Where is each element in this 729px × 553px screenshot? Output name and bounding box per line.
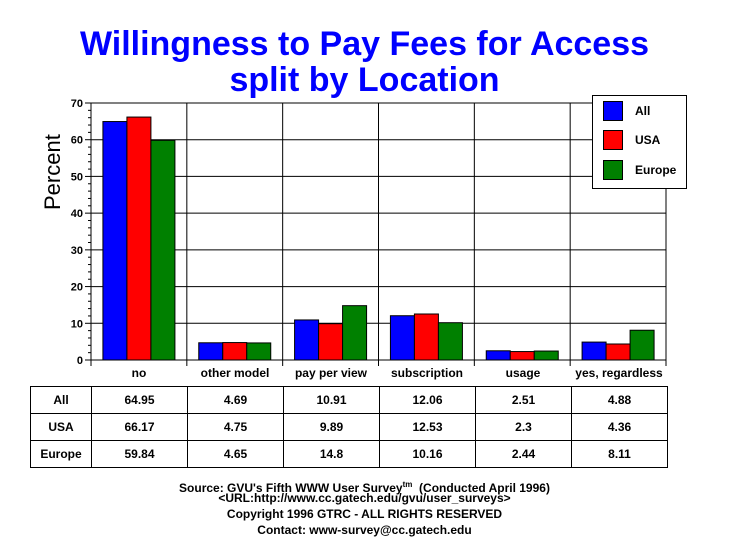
bar-usa xyxy=(605,343,631,361)
footer-copyright: Copyright 1996 GTRC - ALL RIGHTS RESERVE… xyxy=(226,507,503,521)
bar-all xyxy=(581,341,607,361)
row-header: All xyxy=(30,386,92,414)
legend-item-europe: Europe xyxy=(603,159,676,181)
footer-url: <URL:http://www.cc.gatech.edu/gvu/user_s… xyxy=(218,491,511,505)
table-row: All 64.95 4.69 10.91 12.06 2.51 4.88 xyxy=(30,386,668,414)
table-cell: 10.16 xyxy=(379,440,476,468)
bar-europe xyxy=(629,329,655,361)
table-cell: 66.17 xyxy=(91,413,188,441)
bar-all xyxy=(294,319,320,361)
row-header: USA xyxy=(30,413,92,441)
table-cell: 4.75 xyxy=(187,413,284,441)
legend-label-usa: USA xyxy=(635,133,661,147)
table-cell: 8.11 xyxy=(571,440,668,468)
table-cell: 4.69 xyxy=(187,386,284,414)
table-cell: 14.8 xyxy=(283,440,380,468)
y-tick-label: 0 xyxy=(77,355,83,367)
bar-usa xyxy=(126,116,152,361)
bar-all xyxy=(102,121,128,361)
x-category: other model xyxy=(200,366,270,380)
bar-usa xyxy=(509,351,535,361)
table-cell: 12.06 xyxy=(379,386,476,414)
legend-swatch-europe xyxy=(603,160,623,180)
legend-item-all: All xyxy=(603,100,650,122)
legend-item-usa: USA xyxy=(603,129,660,151)
chart-title-line1: Willingness to Pay Fees for Access xyxy=(79,25,650,63)
y-tick-label: 50 xyxy=(71,171,83,183)
bar-usa xyxy=(222,342,248,361)
table-cell: 4.65 xyxy=(187,440,284,468)
y-tick-label: 10 xyxy=(71,318,83,330)
x-category: usage xyxy=(505,366,541,380)
legend-swatch-usa xyxy=(603,130,623,150)
bar-usa xyxy=(413,313,439,361)
y-tick-label: 20 xyxy=(71,282,83,294)
table-row: USA 66.17 4.75 9.89 12.53 2.3 4.36 xyxy=(30,413,668,441)
data-table: All 64.95 4.69 10.91 12.06 2.51 4.88 USA… xyxy=(30,386,668,468)
y-axis-label: Percent xyxy=(40,134,65,210)
bar-europe xyxy=(437,322,463,361)
bar-all xyxy=(198,342,224,361)
x-category: subscription xyxy=(390,366,463,380)
y-tick-label: 30 xyxy=(71,245,83,257)
bar-usa xyxy=(318,323,344,361)
bar-all xyxy=(389,315,415,361)
x-category: pay per view xyxy=(294,366,368,380)
bar-europe xyxy=(150,139,176,361)
x-category: no xyxy=(131,366,147,380)
bar-europe xyxy=(533,350,559,361)
table-cell: 64.95 xyxy=(91,386,188,414)
table-cell: 12.53 xyxy=(379,413,476,441)
legend-swatch-all xyxy=(603,101,623,121)
table-cell: 4.88 xyxy=(571,386,668,414)
table-cell: 2.44 xyxy=(475,440,572,468)
y-tick-label: 40 xyxy=(71,208,83,220)
footer-contact: Contact: www-survey@cc.gatech.edu xyxy=(257,523,472,537)
table-cell: 10.91 xyxy=(283,386,380,414)
row-header: Europe xyxy=(30,440,92,468)
bar-europe xyxy=(246,342,272,361)
legend-label-all: All xyxy=(635,104,651,118)
chart-title-line2: split by Location xyxy=(229,61,500,99)
y-tick-label: 70 xyxy=(71,98,83,110)
table-cell: 2.51 xyxy=(475,386,572,414)
table-row: Europe 59.84 4.65 14.8 10.16 2.44 8.11 xyxy=(30,440,668,468)
table-cell: 2.3 xyxy=(475,413,572,441)
footer-source: Source: GVU's Fifth WWW User Surveytm (C… xyxy=(179,480,550,495)
y-tick-label: 60 xyxy=(71,135,83,147)
bar-all xyxy=(485,350,511,361)
x-category: yes, regardless xyxy=(575,366,663,380)
table-cell: 9.89 xyxy=(283,413,380,441)
legend: All USA Europe xyxy=(592,95,687,189)
bar-europe xyxy=(342,305,368,361)
table-cell: 59.84 xyxy=(91,440,188,468)
legend-label-europe: Europe xyxy=(635,163,677,177)
table-cell: 4.36 xyxy=(571,413,668,441)
